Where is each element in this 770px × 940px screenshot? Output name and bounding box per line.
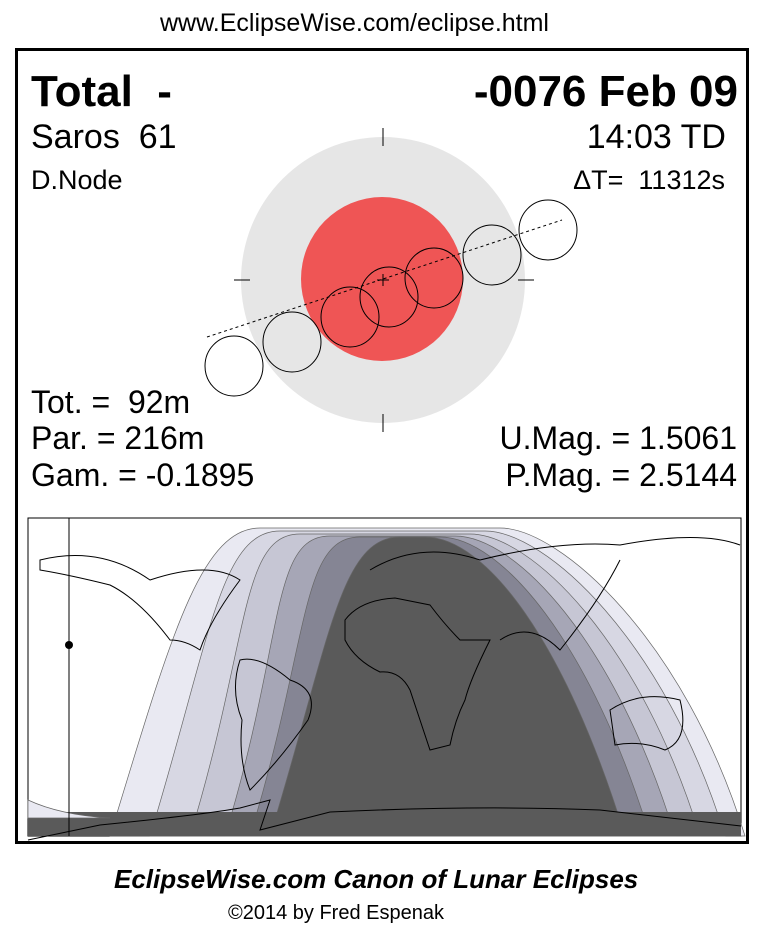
south-america-outline: [235, 658, 312, 791]
node-text: D.Node: [31, 165, 123, 195]
moon-position: [404, 247, 464, 309]
copyright-text: ©2014 by Fred Espenak: [228, 902, 444, 924]
saros-text: Saros 61: [31, 118, 177, 156]
moon-position: [359, 266, 419, 328]
moon-position: [462, 224, 522, 286]
eclipse-date: -0076 Feb 09: [473, 67, 738, 116]
visibility-band: [269, 536, 626, 837]
eclipse-type: Total -: [31, 67, 172, 116]
eclipse-panel: [15, 48, 749, 844]
world-map: [27, 517, 746, 841]
moon-zenith-dot: [65, 641, 73, 649]
moon-positions: [204, 199, 578, 397]
eurasia-outline: [369, 537, 741, 651]
north-america-outline: [39, 555, 241, 651]
moon-position: [518, 199, 578, 261]
partial-duration: Par. = 216m: [31, 420, 205, 456]
moon-position: [320, 286, 380, 348]
antarctica-outline: [27, 799, 742, 841]
gamma-value: Gam. = -0.1895: [31, 457, 255, 493]
moon-position: [262, 311, 322, 373]
australia-outline: [609, 696, 684, 751]
moon-position: [204, 335, 264, 397]
totality-duration: Tot. = 92m: [31, 384, 191, 420]
time-text: 14:03 TD: [586, 118, 726, 156]
umbral-magnitude: U.Mag. = 1.5061: [499, 420, 737, 456]
delta-t-text: ΔT= 11312s: [573, 165, 725, 195]
moon-path: [206, 219, 563, 338]
axis-ticks: [234, 128, 534, 432]
url-text: www.EclipseWise.com/eclipse.html: [160, 9, 549, 37]
footer-title: EclipseWise.com Canon of Lunar Eclipses: [114, 864, 639, 894]
penumbral-magnitude: P.Mag. = 2.5144: [505, 457, 737, 493]
umbra-shadow: [301, 197, 463, 361]
africa-outline: [344, 597, 491, 751]
